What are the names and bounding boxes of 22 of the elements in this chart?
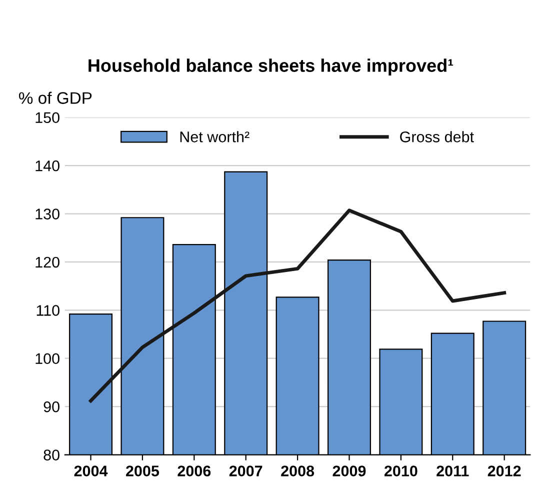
x-tick-label: 2010 (384, 466, 418, 476)
legend-label: Net worth² (180, 131, 250, 142)
x-tick-label: 2004 (74, 466, 108, 476)
y-tick-label: 130 (36, 208, 60, 220)
x-tick-label: 2006 (178, 466, 211, 476)
chart-title: Household balance sheets have improved¹ (88, 58, 454, 76)
y-tick-label: 150 (36, 112, 60, 124)
y-tick-label: 100 (36, 353, 60, 364)
y-tick-label: 110 (36, 305, 60, 316)
y-tick-label: 90 (44, 401, 60, 412)
line-series (89, 208, 506, 403)
x-tick-label: 2009 (332, 466, 366, 476)
y-tick-label: 120 (36, 256, 60, 268)
y-tick-label: 140 (36, 160, 60, 172)
x-tick-label: 2005 (126, 466, 160, 476)
x-tick-label: 2011 (436, 466, 469, 476)
x-tick-label: 2007 (229, 466, 262, 476)
x-tick-label: 2008 (281, 466, 314, 476)
y-axis-title: % of GDP (18, 92, 92, 104)
legend-label: Gross debt (400, 131, 474, 142)
x-tick-label: 2012 (488, 466, 521, 476)
y-tick-label: 80 (44, 450, 60, 460)
